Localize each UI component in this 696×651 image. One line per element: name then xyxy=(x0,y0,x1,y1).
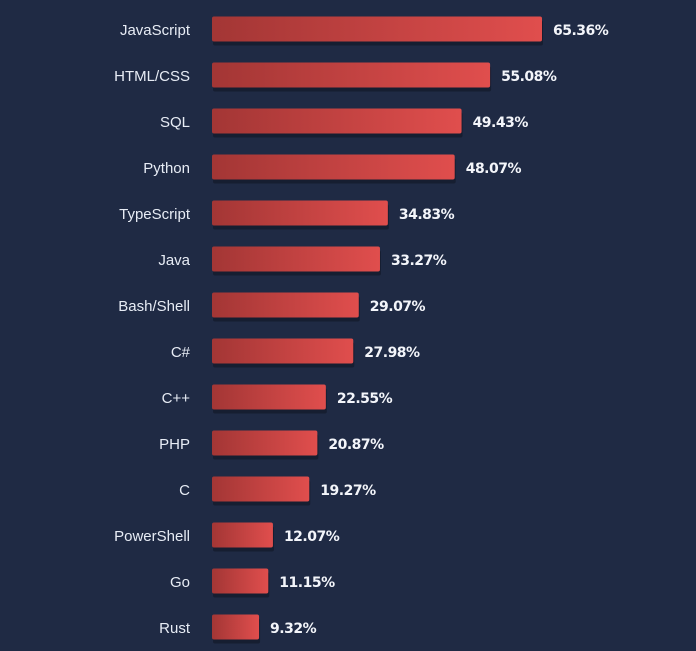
category-label: JavaScript xyxy=(120,22,191,39)
category-label: C# xyxy=(171,344,191,361)
bar-java xyxy=(212,246,380,272)
bar-sql xyxy=(212,108,462,134)
value-label: 33.27% xyxy=(391,253,447,269)
bar-rust xyxy=(212,614,260,640)
bar-python xyxy=(212,154,455,180)
value-label: 9.32% xyxy=(270,621,317,637)
value-label: 27.98% xyxy=(364,345,420,361)
value-label: 48.07% xyxy=(466,161,522,177)
category-label: PHP xyxy=(159,436,190,453)
value-label: 22.55% xyxy=(337,391,393,407)
bar-go xyxy=(212,568,269,594)
bars-group: JavaScript 65.36% HTML/CSS 55.08% SQL 49.43% P… xyxy=(114,16,609,644)
value-label: 55.08% xyxy=(501,69,557,85)
value-label: 29.07% xyxy=(370,299,426,315)
value-label: 11.15% xyxy=(279,575,335,591)
value-label: 65.36% xyxy=(553,23,609,39)
bar-html-css xyxy=(212,62,491,88)
category-label: Java xyxy=(158,252,190,269)
category-label: PowerShell xyxy=(114,528,190,545)
category-label: Go xyxy=(170,574,190,591)
category-label: Bash/Shell xyxy=(118,298,190,315)
bar-c- xyxy=(212,384,326,410)
category-label: TypeScript xyxy=(119,206,191,223)
category-label: C xyxy=(179,482,190,499)
category-label: SQL xyxy=(160,114,190,131)
bar-c- xyxy=(212,338,354,364)
value-label: 20.87% xyxy=(328,437,384,453)
value-label: 34.83% xyxy=(399,207,455,223)
bar-javascript xyxy=(212,16,542,42)
category-label: Python xyxy=(143,160,190,177)
value-label: 19.27% xyxy=(320,483,376,499)
bar-powershell xyxy=(212,522,273,548)
bar-bash-shell xyxy=(212,292,359,318)
bar-c xyxy=(212,476,310,502)
category-label: HTML/CSS xyxy=(114,68,190,85)
value-label: 49.43% xyxy=(473,115,529,131)
category-label: Rust xyxy=(159,620,191,637)
bar-typescript xyxy=(212,200,388,226)
category-label: C++ xyxy=(162,390,191,407)
bar-php xyxy=(212,430,318,456)
value-label: 12.07% xyxy=(284,529,340,545)
